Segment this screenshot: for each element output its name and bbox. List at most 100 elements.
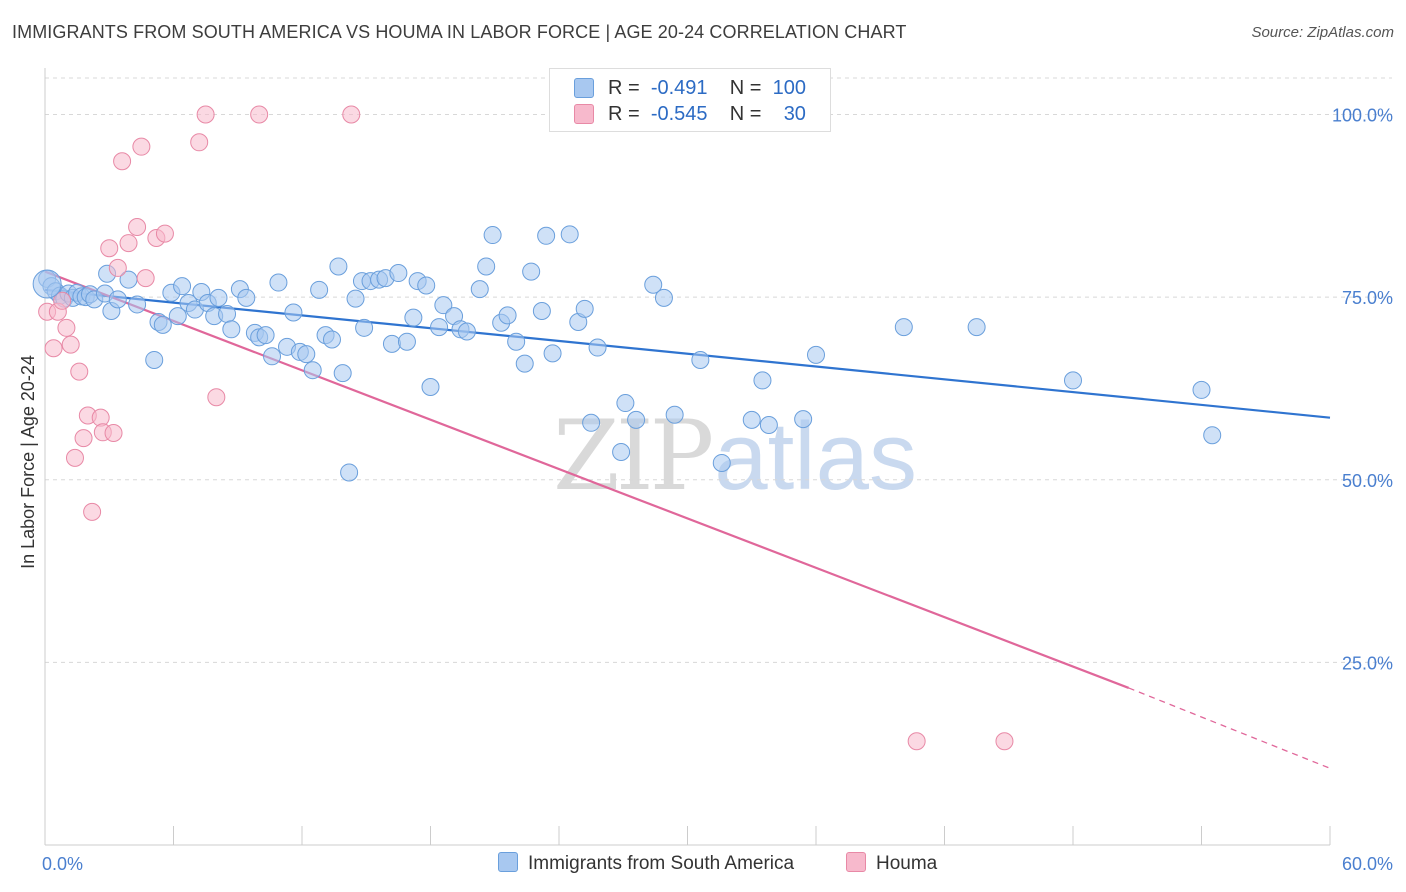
trend-lines	[44, 270, 1331, 769]
stats-n-value: 30	[783, 103, 806, 125]
point-south-america	[1192, 380, 1211, 399]
stats-legend: R = -0.491 N = 100 R = -0.545 N = 30	[549, 68, 831, 132]
stats-r-value: -0.545	[650, 103, 708, 125]
y-tick-label: 25.0%	[1342, 653, 1393, 673]
point-south-america	[807, 345, 825, 364]
trend-line-south-america	[44, 288, 1331, 419]
point-houma	[100, 239, 119, 258]
point-houma	[74, 429, 93, 448]
stats-swatch-south-america	[574, 78, 594, 98]
point-south-america	[457, 322, 476, 341]
point-south-america	[145, 350, 164, 369]
point-south-america	[644, 275, 663, 294]
point-houma	[44, 339, 63, 358]
point-south-america	[434, 296, 453, 315]
point-south-america	[108, 290, 127, 309]
trend-line-houma-extrapolated	[1128, 687, 1331, 769]
point-houma	[113, 152, 132, 171]
point-south-america	[263, 347, 282, 366]
point-south-america	[691, 350, 710, 369]
point-south-america	[389, 264, 408, 283]
stats-n-value: 100	[772, 77, 806, 99]
point-south-america	[382, 334, 401, 353]
y-tick-label: 75.0%	[1342, 288, 1393, 308]
x-tick-label: 60.0%	[1342, 854, 1393, 874]
point-houma	[128, 218, 147, 237]
point-south-america	[340, 463, 359, 482]
point-south-america	[654, 288, 673, 307]
legend-item-south-america: Immigrants from South America	[498, 852, 794, 875]
point-south-america	[712, 453, 731, 472]
point-south-america	[421, 377, 440, 396]
point-south-america	[616, 394, 635, 413]
legend-item-houma: Houma	[846, 852, 937, 875]
point-houma	[342, 105, 361, 124]
point-south-america	[753, 371, 772, 390]
gridlines	[45, 77, 1392, 663]
point-houma	[108, 258, 127, 277]
point-south-america	[537, 226, 556, 245]
stats-n-label: N =	[729, 103, 762, 125]
point-south-america	[346, 289, 365, 308]
axis-labels: 25.0% 50.0% 75.0% 100.0% 0.0% 60.0% In Labor F…	[18, 106, 1393, 874]
trend-line-houma	[44, 270, 1130, 689]
point-south-america	[532, 302, 551, 321]
point-south-america	[560, 225, 579, 244]
point-south-america	[329, 257, 348, 276]
axes	[44, 68, 1331, 846]
point-south-america	[477, 257, 496, 276]
stats-r-value: -0.491	[650, 77, 708, 99]
point-south-america	[612, 443, 631, 462]
point-south-america	[32, 269, 62, 299]
point-south-america	[310, 280, 329, 299]
point-south-america	[582, 413, 601, 432]
point-south-america	[515, 354, 534, 373]
point-houma	[65, 448, 84, 467]
point-south-america	[543, 344, 562, 363]
point-south-america	[588, 338, 607, 357]
point-south-america	[522, 262, 541, 281]
point-houma	[61, 335, 80, 354]
point-houma	[250, 105, 269, 124]
point-south-america	[218, 304, 237, 323]
point-south-america	[967, 318, 986, 337]
stats-r-label: R =	[608, 103, 640, 125]
point-south-america	[665, 405, 684, 424]
y-tick-label: 50.0%	[1342, 471, 1393, 491]
point-south-america	[417, 276, 436, 295]
point-south-america	[1064, 371, 1082, 390]
y-axis-title: In Labor Force | Age 20-24	[18, 355, 38, 569]
point-houma	[132, 137, 151, 156]
point-south-america	[269, 273, 288, 292]
legend-swatch-houma	[846, 852, 866, 872]
y-tick-label: 100.0%	[1332, 106, 1393, 126]
chart-source: Source: ZipAtlas.com	[1251, 24, 1394, 41]
chart-title: IMMIGRANTS FROM SOUTH AMERICA VS HOUMA I…	[12, 22, 907, 42]
point-south-america	[794, 410, 813, 429]
point-south-america	[355, 318, 374, 337]
point-houma	[70, 362, 89, 381]
point-houma	[207, 388, 226, 407]
stats-n-label: N =	[729, 77, 762, 99]
point-south-america	[507, 332, 526, 351]
point-south-america	[168, 307, 187, 326]
point-south-america	[470, 280, 489, 299]
point-houma	[995, 732, 1014, 751]
point-houma	[196, 105, 215, 124]
point-south-america	[284, 303, 303, 322]
point-south-america	[404, 308, 423, 327]
point-south-america	[498, 306, 517, 325]
point-south-america	[153, 315, 172, 334]
point-houma	[136, 269, 155, 288]
point-south-america	[256, 326, 275, 345]
point-houma	[155, 224, 174, 243]
legend-swatch-south-america	[498, 852, 518, 872]
point-houma	[190, 133, 209, 152]
point-south-america	[483, 226, 502, 245]
point-south-america	[303, 361, 322, 380]
point-south-america	[1203, 426, 1222, 445]
point-south-america	[575, 299, 594, 318]
point-south-america	[430, 318, 449, 337]
point-south-america	[173, 277, 192, 296]
